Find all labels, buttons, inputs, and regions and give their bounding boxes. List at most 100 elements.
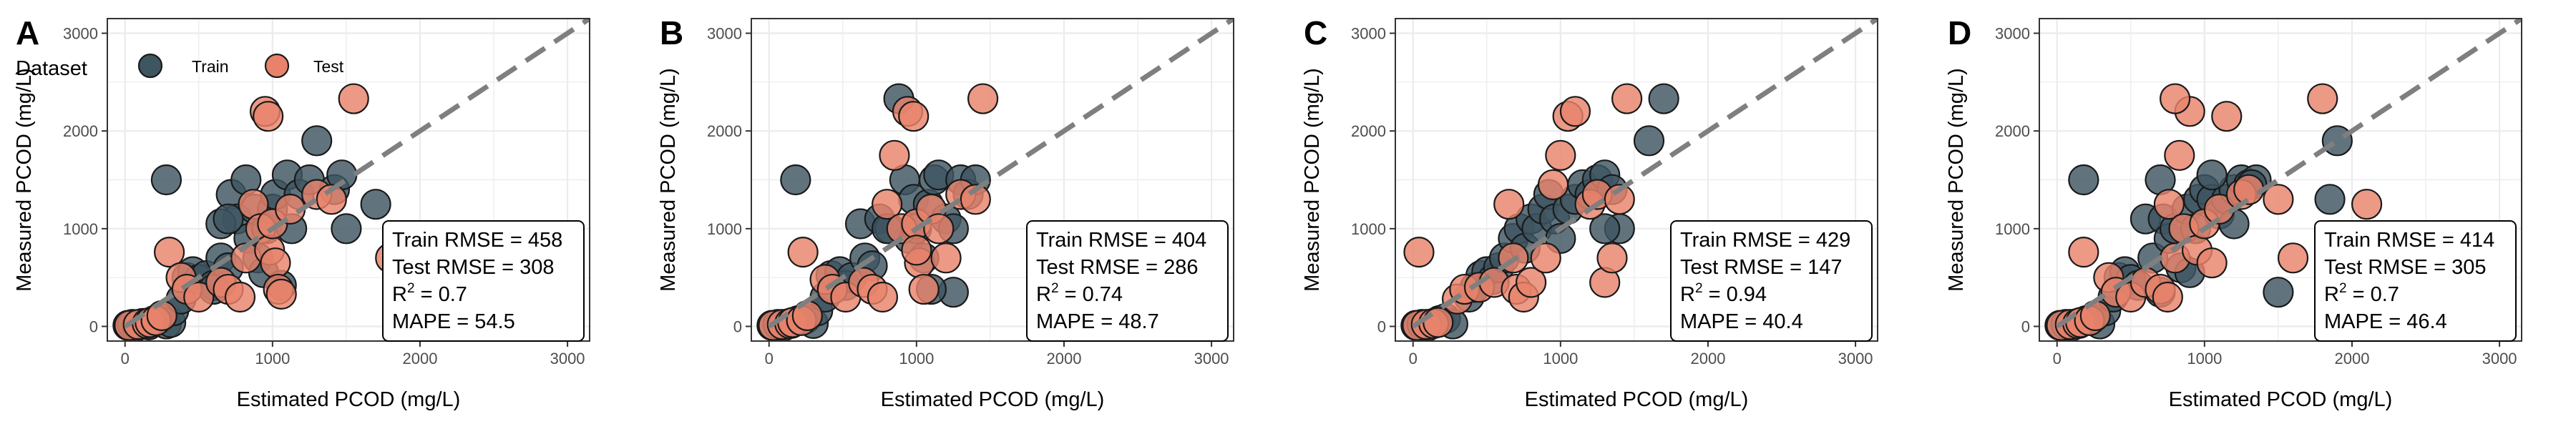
stats-line: R2 = 0.94 [1680,281,1767,306]
legend: Dataset Train Test [16,53,344,80]
ticks: 0 1000 2000 3000 0 1000 2000 3000 [1351,25,1873,368]
legend-test-label: Test [313,57,344,76]
test-point [2152,281,2183,313]
stats-label: Train RMSE [2324,229,2436,252]
y-tick-label: 3000 [1351,25,1386,43]
stats-label-r: R [1036,283,1051,306]
y-tick-label: 1000 [1995,220,2030,238]
identity-line [2055,19,2522,329]
test-point [2196,247,2228,279]
stats-line: Train RMSE = 404 [1036,229,1206,252]
x-tick-label: 0 [1409,350,1418,368]
stats-label: Train RMSE [1680,229,1792,252]
test-point [2164,139,2195,171]
y-tick-label: 0 [2021,318,2030,336]
test-point [260,247,291,279]
stats-line: Train RMSE = 414 [2324,229,2494,252]
stats-value: 40.4 [1762,310,1802,333]
train-point [301,125,333,157]
test-point [1516,267,1547,298]
test-point [1537,169,1569,200]
stats-equals: = [496,256,519,279]
points [112,83,406,341]
stats-equals: = [415,283,439,306]
stats-value: 48.7 [1118,310,1158,333]
panel-border [107,18,590,342]
stats-equals: = [1148,229,1172,252]
stats-line: MAPE = 48.7 [1036,310,1159,333]
stats-equals: = [1140,256,1163,279]
stats-equals: = [2347,283,2371,306]
x-tick-label: 1000 [2187,350,2222,368]
train-point [360,189,391,220]
test-point [867,281,899,313]
legend-test-key [264,53,290,79]
y-tick-label: 1000 [1351,220,1386,238]
panel-label: D [1948,14,1971,51]
x-tick-label: 1000 [899,350,934,368]
y-axis-title: Measured PCOD (mg/L) [13,68,36,292]
test-point [224,281,256,313]
legend-train-label: Train [192,57,229,76]
test-point [787,237,819,268]
stats-value: 46.4 [2406,310,2446,333]
stats-value: 305 [2451,256,2486,279]
stats-value: 0.74 [1083,283,1123,306]
y-tick-label: 2000 [707,122,742,140]
x-tick-label: 3000 [1838,350,1873,368]
test-point [1559,96,1591,127]
identity-line [767,19,1234,329]
stats-line: MAPE = 40.4 [1680,310,1803,333]
test-point [2307,83,2338,114]
test-point [1596,242,1628,274]
stats-label: MAPE [1680,310,1739,333]
y-axis-title: Measured PCOD (mg/L) [657,68,680,292]
stats-equals: = [1095,310,1118,333]
panel-border [2039,18,2522,342]
test-point [1545,139,1576,171]
stats-box [382,220,585,342]
stats-line: R2 = 0.7 [2324,281,2399,306]
x-tick-label: 3000 [1194,350,1229,368]
train-point [1633,125,1665,157]
test-point [1611,83,1643,114]
test-point [265,278,297,310]
panel-label: C [1304,14,1327,51]
stats-label-sup: 2 [407,281,415,296]
test-point [879,139,910,171]
test-point [2160,83,2191,114]
train-point [2068,164,2099,196]
stats-line: Train RMSE = 429 [1680,229,1850,252]
panel-label: A [16,14,39,51]
x-tick-label: 0 [765,350,774,368]
stats-equals: = [2436,229,2460,252]
stats-value: 0.94 [1727,283,1767,306]
x-tick-label: 0 [2053,350,2062,368]
stats-value: 54.5 [474,310,514,333]
stats-box [2314,220,2517,342]
train-point [2321,125,2353,157]
train-point [2263,277,2294,308]
panel-border [1395,18,1878,342]
grid [2039,19,2522,341]
train-point [1589,213,1621,245]
test-point [898,101,930,132]
stats-line: Test RMSE = 286 [1036,256,1198,279]
legend-train-key [137,53,163,79]
test-point [146,300,177,332]
x-tick-label: 3000 [550,350,585,368]
x-axis-title: Estimated PCOD (mg/L) [237,388,461,411]
train-point [150,164,182,196]
test-point [1530,242,1561,274]
test-point [2153,189,2185,220]
panel-b: 0 1000 2000 3000 0 1000 2000 3000 Estimated PCOD… [657,14,1234,411]
test-point [872,189,903,220]
ticks: 0 1000 2000 3000 0 1000 2000 3000 [63,25,585,368]
stats-value: 0.7 [439,283,467,306]
test-point [338,83,369,114]
test-point [2068,237,2099,268]
stats-label: MAPE [1036,310,1095,333]
stats-value: 308 [519,256,554,279]
stats-line: MAPE = 46.4 [2324,310,2447,333]
train-point [331,213,362,245]
